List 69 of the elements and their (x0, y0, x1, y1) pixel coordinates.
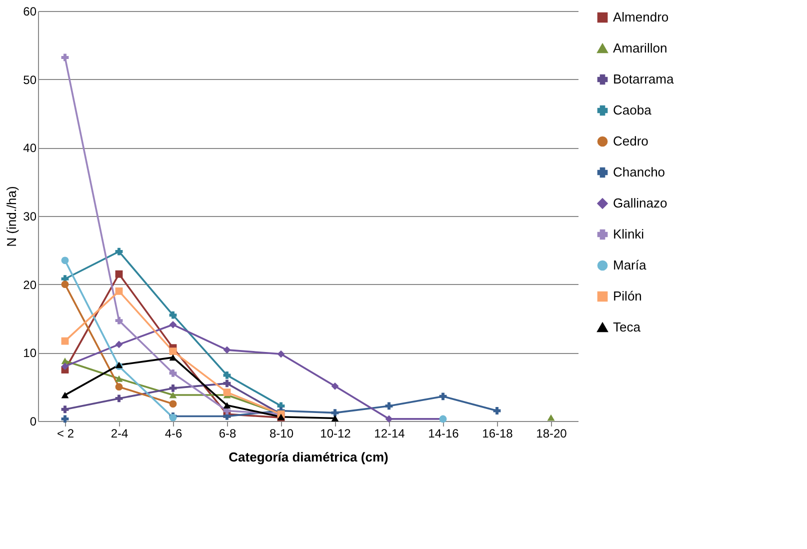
point (115, 270, 123, 278)
point (277, 350, 285, 358)
point (61, 406, 69, 414)
x-tick-label: 4-6 (164, 426, 182, 440)
point (61, 415, 69, 423)
point (61, 392, 69, 398)
point (61, 362, 69, 370)
x-tick-label: 18-20 (536, 426, 568, 440)
legend-label: Teca (613, 320, 642, 334)
point (493, 407, 501, 414)
point (439, 392, 447, 400)
legend-label: Almendro (613, 10, 669, 24)
legend-label: Gallinazo (613, 196, 668, 210)
y-tick-label: 10 (23, 346, 37, 360)
point (385, 402, 393, 410)
point (331, 415, 339, 422)
y-tick-label: 60 (23, 4, 37, 18)
point (61, 256, 69, 264)
x-tick-label: 16-18 (482, 426, 514, 440)
point (223, 402, 231, 408)
x-tick-label: 2-4 (110, 426, 128, 440)
point (115, 287, 123, 295)
point (169, 392, 177, 398)
point (115, 383, 123, 391)
point (385, 415, 393, 423)
y-tick-label: 40 (23, 141, 37, 156)
y-tick-label: 20 (23, 278, 37, 292)
legend-label: Pilón (613, 288, 642, 304)
point (223, 388, 231, 396)
point (61, 337, 69, 345)
point (169, 369, 177, 377)
point (115, 375, 123, 382)
legend-label: Caoba (613, 102, 652, 118)
point (61, 358, 69, 364)
x-tick-label: 10-12 (320, 426, 352, 440)
y-tick-label: 0 (30, 414, 37, 428)
legend-label: Amarillon (613, 40, 668, 56)
point (169, 320, 177, 328)
point (223, 346, 231, 354)
x-tick-label: 6-8 (218, 426, 236, 440)
y-tick-label: 50 (23, 72, 37, 87)
legend-label: Botarrama (613, 72, 674, 86)
point (169, 400, 177, 408)
point (115, 248, 123, 256)
point (61, 280, 69, 288)
legend-label: María (613, 258, 647, 272)
point (169, 354, 177, 361)
x-tick-label: 8-10 (269, 426, 294, 440)
point (331, 409, 339, 417)
legend-label: Chancho (613, 164, 666, 180)
point (61, 54, 69, 62)
point (223, 380, 231, 388)
point (115, 316, 123, 324)
x-tick-label: 14-16 (428, 426, 460, 440)
point (115, 394, 123, 402)
y-tick-label: 30 (23, 210, 37, 224)
legend-label: Klinki (613, 226, 644, 242)
point (115, 340, 123, 348)
legend-label: Cedro (613, 134, 648, 148)
x-tick-label: < 2 (56, 426, 74, 440)
point (223, 372, 231, 379)
x-axis-title: Categoría diamétrica (cm) (228, 450, 388, 464)
point (547, 414, 555, 421)
point (331, 382, 339, 390)
point (169, 311, 177, 319)
y-axis-title: N (ind./ha) (4, 186, 20, 247)
point (169, 384, 177, 392)
point (169, 348, 177, 356)
x-tick-label: 12-14 (374, 426, 406, 440)
